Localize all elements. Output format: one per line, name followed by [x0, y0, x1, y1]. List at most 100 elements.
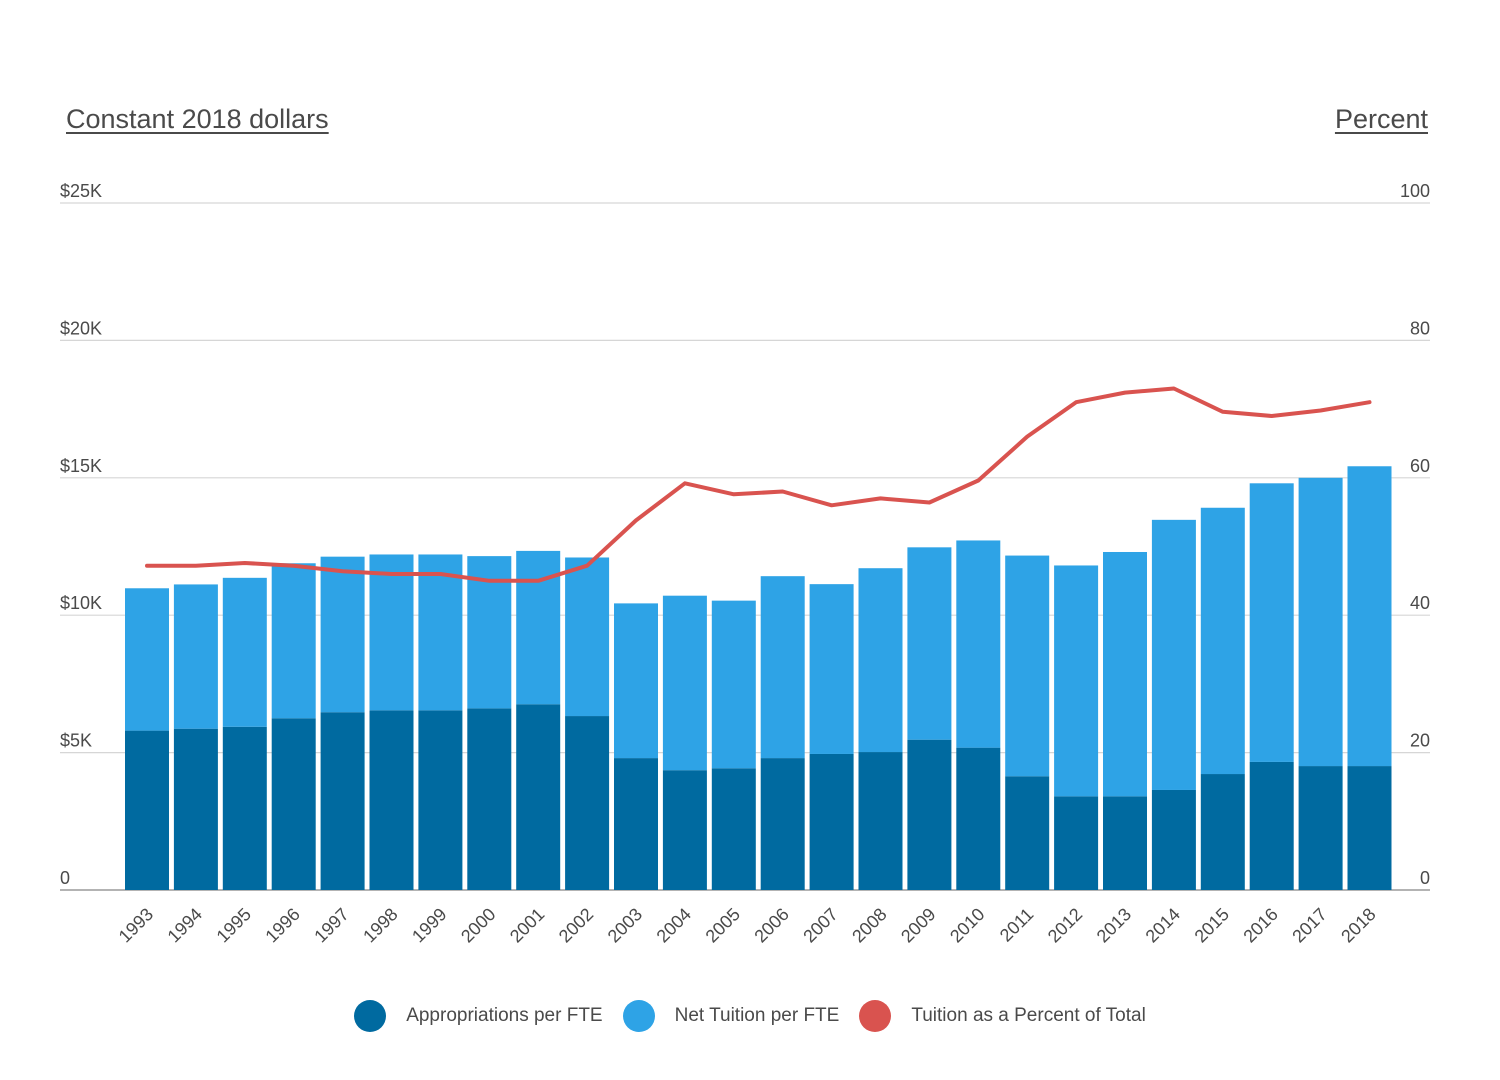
left-tick-label: $20K — [60, 318, 102, 338]
x-tick-label: 1998 — [359, 904, 401, 946]
bar-appropriations — [1151, 789, 1196, 890]
bar-net-tuition — [320, 556, 365, 713]
bar-appropriations — [1298, 766, 1343, 890]
x-tick-label: 2010 — [946, 904, 988, 946]
bar-net-tuition — [1054, 565, 1099, 797]
bar-net-tuition — [565, 557, 610, 717]
x-tick-label: 2016 — [1239, 904, 1281, 946]
bar-appropriations — [1347, 766, 1392, 890]
bar-net-tuition — [271, 563, 316, 719]
legend-item-appropriations: Appropriations per FTE — [354, 1000, 603, 1032]
bar-appropriations — [662, 770, 707, 890]
bar-net-tuition — [1103, 551, 1147, 797]
x-tick-label: 1994 — [164, 904, 206, 946]
x-tick-label: 1997 — [310, 904, 352, 946]
bar-net-tuition — [418, 554, 463, 711]
x-tick-label: 2011 — [996, 904, 1038, 946]
bar-net-tuition — [956, 540, 1001, 748]
bar-appropriations — [1005, 776, 1050, 890]
right-tick-label: 60 — [1410, 456, 1430, 476]
right-tick-label: 40 — [1410, 593, 1430, 613]
legend-item-net-tuition: Net Tuition per FTE — [622, 1000, 840, 1032]
bar-appropriations — [418, 710, 463, 890]
bar-net-tuition — [809, 584, 854, 754]
x-tick-label: 2005 — [702, 904, 744, 946]
bar-net-tuition — [173, 584, 218, 729]
legend-label-appropriations: Appropriations per FTE — [406, 1005, 603, 1026]
bar-appropriations — [1103, 796, 1147, 890]
bar-appropriations — [1200, 774, 1245, 890]
bar-net-tuition — [614, 603, 658, 759]
legend-label-net-tuition: Net Tuition per FTE — [674, 1005, 840, 1026]
bar-appropriations — [516, 704, 561, 890]
bar-appropriations — [858, 752, 903, 890]
left-tick-label: 0 — [60, 868, 70, 888]
left-tick-label: $25K — [60, 181, 102, 201]
right-tick-label: 80 — [1410, 318, 1430, 338]
bar-net-tuition — [1249, 483, 1294, 762]
x-tick-label: 2017 — [1288, 904, 1330, 946]
x-tick-label: 2000 — [457, 904, 499, 946]
line-tuition-percent — [145, 386, 1372, 583]
bar-net-tuition — [858, 568, 903, 753]
left-axis-title: Constant 2018 dollars — [66, 104, 329, 134]
bar-net-tuition — [222, 577, 267, 727]
bar-appropriations — [711, 768, 756, 890]
bar-net-tuition — [516, 550, 561, 705]
bar-net-tuition — [369, 554, 414, 711]
right-axis-title: Percent — [1334, 104, 1428, 134]
x-tick-label: 2018 — [1337, 904, 1379, 946]
bar-net-tuition — [1200, 507, 1245, 775]
bar-appropriations — [1054, 796, 1099, 890]
bar-appropriations — [907, 739, 952, 890]
left-tick-label: $15K — [60, 456, 102, 476]
bar-appropriations — [809, 753, 854, 890]
x-tick-label: 2003 — [604, 904, 646, 946]
bar-appropriations — [222, 726, 267, 890]
left-tick-label: $10K — [60, 593, 102, 613]
x-tick-label: 2006 — [750, 904, 792, 946]
bar-net-tuition — [760, 576, 805, 759]
right-tick-label: 100 — [1400, 181, 1430, 201]
bar-net-tuition — [662, 595, 707, 771]
x-tick-label: 1999 — [408, 904, 450, 946]
bar-appropriations — [125, 730, 169, 890]
bar-appropriations — [271, 718, 316, 890]
bar-appropriations — [467, 708, 512, 890]
x-tick-label: 1993 — [115, 904, 157, 946]
combo-chart: 0 0 $5K 20 $10K 40 $15K 60 $20K 80 $25K 100 1993 1994… — [60, 181, 1430, 947]
x-tick-label: 1995 — [213, 904, 255, 946]
legend-swatch-appropriations — [354, 1000, 387, 1032]
bar-net-tuition — [1005, 555, 1050, 777]
x-tick-label: 2015 — [1191, 904, 1233, 946]
right-tick-label: 0 — [1420, 868, 1430, 888]
x-tick-label: 1996 — [261, 904, 303, 946]
bar-appropriations — [1249, 761, 1294, 890]
x-tick-label: 2013 — [1093, 904, 1135, 946]
legend-swatch-net-tuition — [622, 1000, 655, 1032]
bar-appropriations — [614, 758, 658, 890]
right-tick-label: 20 — [1410, 731, 1430, 751]
bar-net-tuition — [907, 547, 952, 740]
x-tick-label: 2014 — [1142, 904, 1184, 946]
bar-appropriations — [320, 712, 365, 890]
bar-appropriations — [173, 728, 218, 890]
legend-label-tuition-percent: Tuition as a Percent of Total — [911, 1005, 1146, 1026]
bar-net-tuition — [1298, 477, 1343, 767]
bar-appropriations — [956, 747, 1001, 890]
x-tick-label: 2001 — [506, 904, 548, 946]
legend-swatch-tuition-percent — [859, 1000, 892, 1032]
bar-net-tuition — [1151, 519, 1196, 790]
x-tick-label: 2007 — [799, 904, 841, 946]
bar-appropriations — [565, 716, 610, 890]
bar-appropriations — [369, 710, 414, 890]
bar-appropriations — [760, 758, 805, 890]
bar-net-tuition — [1347, 466, 1392, 767]
legend-item-tuition-percent: Tuition as a Percent of Total — [859, 1000, 1146, 1032]
x-tick-label: 2008 — [848, 904, 890, 946]
x-tick-label: 2002 — [555, 904, 597, 946]
legend: Appropriations per FTE Net Tuition per F… — [0, 1000, 1500, 1032]
x-tick-label: 2004 — [653, 904, 695, 946]
bar-net-tuition — [711, 600, 756, 769]
